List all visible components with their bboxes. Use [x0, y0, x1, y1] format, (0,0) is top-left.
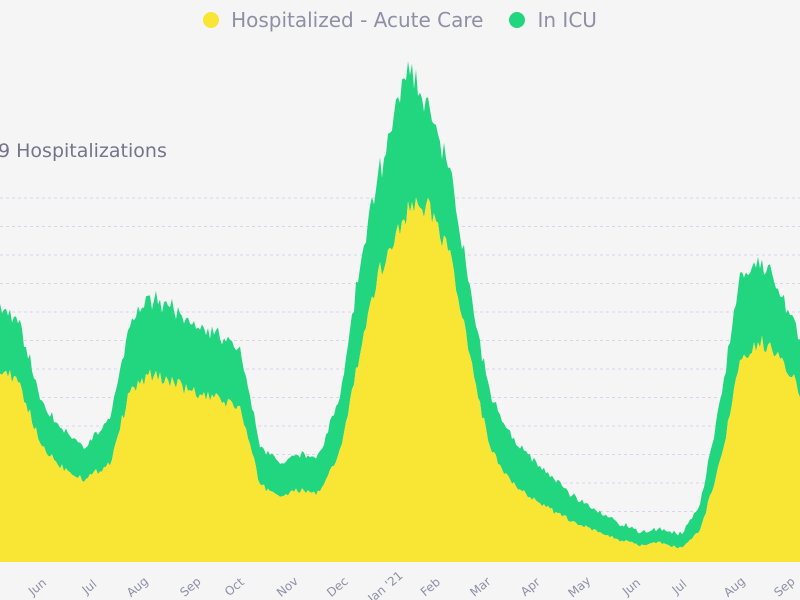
chart-legend: Hospitalized - Acute Care In ICU — [0, 8, 800, 32]
x-tick-label: Dec — [324, 574, 351, 600]
legend-swatch-acute-care — [203, 12, 220, 28]
x-tick-label: Oct — [222, 575, 247, 599]
legend-item-acute-care[interactable]: Hospitalized - Acute Care — [203, 8, 483, 32]
legend-label-acute-care: Hospitalized - Acute Care — [231, 8, 484, 32]
x-tick-label: Aug — [124, 574, 151, 600]
series-area-in-icu — [0, 61, 800, 549]
x-tick-label: Jul — [79, 577, 100, 598]
x-tick-label: Jul — [669, 577, 690, 598]
series-areas — [0, 61, 800, 562]
x-tick-label: Feb — [418, 575, 443, 599]
x-tick-label: May — [565, 574, 593, 600]
x-tick-label: Sep — [771, 574, 797, 599]
legend-label-icu: In ICU — [537, 8, 597, 32]
x-axis-ticks: Jun Jul Aug Sep Oct Nov Dec Jan '21 Feb Mar Apr May… — [25, 568, 798, 600]
x-tick-label: Sep — [177, 574, 203, 599]
chart-title: 9 Hospitalizations — [0, 140, 167, 162]
x-tick-label: Mar — [467, 574, 493, 599]
series-area-acute-care — [0, 197, 800, 562]
x-tick-label: Aug — [721, 574, 748, 600]
x-tick-label: Nov — [274, 574, 301, 600]
legend-swatch-icu — [509, 12, 526, 28]
x-tick-label: Jun — [619, 576, 643, 599]
x-tick-label: Jan '21 — [365, 568, 406, 600]
x-tick-label: Jun — [25, 576, 49, 599]
x-tick-label: Apr — [518, 575, 543, 599]
legend-item-icu[interactable]: In ICU — [509, 8, 597, 32]
